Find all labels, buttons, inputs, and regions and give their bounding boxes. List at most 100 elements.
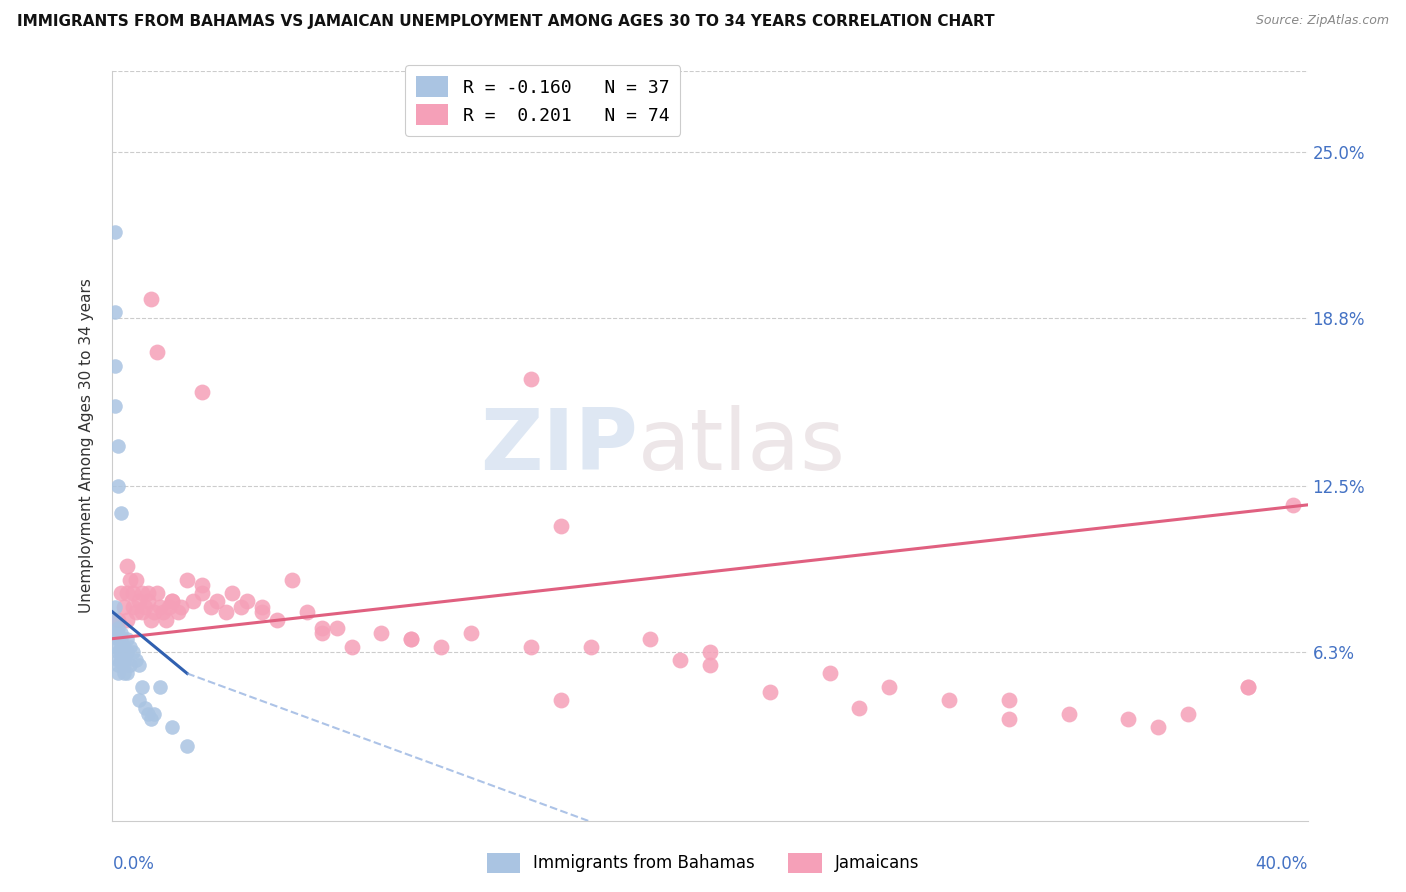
- Text: IMMIGRANTS FROM BAHAMAS VS JAMAICAN UNEMPLOYMENT AMONG AGES 30 TO 34 YEARS CORRE: IMMIGRANTS FROM BAHAMAS VS JAMAICAN UNEM…: [17, 14, 994, 29]
- Point: [131, 586, 153, 600]
- Point: [311, 626, 333, 640]
- Point: [401, 632, 423, 646]
- Point: [157, 599, 180, 614]
- Point: [640, 632, 662, 646]
- Point: [550, 519, 572, 533]
- Point: [325, 621, 347, 635]
- Text: Source: ZipAtlas.com: Source: ZipAtlas.com: [1256, 14, 1389, 28]
- Point: [998, 712, 1021, 726]
- Point: [229, 599, 252, 614]
- Point: [104, 399, 127, 413]
- Point: [149, 680, 172, 694]
- Point: [250, 605, 273, 619]
- Point: [120, 658, 142, 673]
- Point: [146, 586, 169, 600]
- Point: [117, 586, 139, 600]
- Point: [134, 701, 156, 715]
- Text: 0.0%: 0.0%: [112, 855, 155, 873]
- Point: [110, 506, 132, 520]
- Point: [107, 645, 129, 659]
- Point: [311, 621, 333, 635]
- Point: [110, 653, 132, 667]
- Point: [460, 626, 482, 640]
- Point: [1118, 712, 1140, 726]
- Point: [266, 613, 288, 627]
- Point: [1177, 706, 1199, 721]
- Point: [221, 586, 243, 600]
- Point: [200, 599, 222, 614]
- Point: [131, 605, 153, 619]
- Point: [107, 479, 129, 493]
- Text: atlas: atlas: [638, 404, 846, 488]
- Point: [114, 599, 135, 614]
- Point: [155, 613, 177, 627]
- Point: [110, 632, 132, 646]
- Point: [117, 613, 139, 627]
- Point: [120, 573, 142, 587]
- Point: [104, 305, 127, 319]
- Point: [114, 640, 135, 654]
- Point: [938, 693, 960, 707]
- Point: [699, 645, 721, 659]
- Point: [143, 706, 166, 721]
- Point: [114, 653, 135, 667]
- Point: [104, 599, 127, 614]
- Point: [191, 385, 214, 400]
- Point: [128, 693, 150, 707]
- Point: [107, 621, 129, 635]
- Point: [131, 680, 153, 694]
- Point: [122, 586, 145, 600]
- Point: [141, 292, 163, 306]
- Point: [146, 345, 169, 359]
- Point: [138, 706, 160, 721]
- Point: [141, 613, 163, 627]
- Point: [125, 605, 148, 619]
- Point: [107, 632, 129, 646]
- Point: [215, 605, 238, 619]
- Point: [167, 605, 190, 619]
- Point: [117, 632, 139, 646]
- Text: 40.0%: 40.0%: [1256, 855, 1308, 873]
- Point: [818, 666, 841, 681]
- Point: [122, 645, 145, 659]
- Point: [669, 653, 692, 667]
- Point: [125, 573, 148, 587]
- Point: [340, 640, 363, 654]
- Text: ZIP: ZIP: [481, 404, 638, 488]
- Point: [128, 594, 150, 608]
- Point: [110, 645, 132, 659]
- Point: [699, 658, 721, 673]
- Legend: R = -0.160   N = 37, R =  0.201   N = 74: R = -0.160 N = 37, R = 0.201 N = 74: [405, 65, 681, 136]
- Point: [107, 613, 129, 627]
- Point: [1281, 498, 1303, 512]
- Point: [149, 599, 172, 614]
- Point: [104, 640, 127, 654]
- Point: [110, 626, 132, 640]
- Point: [205, 594, 228, 608]
- Point: [250, 599, 273, 614]
- Point: [236, 594, 259, 608]
- Point: [134, 599, 156, 614]
- Point: [107, 653, 129, 667]
- Point: [1237, 680, 1260, 694]
- Point: [122, 599, 145, 614]
- Point: [107, 439, 129, 453]
- Point: [110, 640, 132, 654]
- Point: [162, 594, 183, 608]
- Point: [176, 573, 198, 587]
- Point: [181, 594, 204, 608]
- Point: [579, 640, 602, 654]
- Point: [114, 666, 135, 681]
- Point: [117, 559, 139, 574]
- Point: [141, 712, 163, 726]
- Point: [759, 685, 782, 699]
- Point: [104, 626, 127, 640]
- Point: [143, 605, 166, 619]
- Point: [125, 653, 148, 667]
- Legend: Immigrants from Bahamas, Jamaicans: Immigrants from Bahamas, Jamaicans: [479, 847, 927, 880]
- Point: [162, 720, 183, 734]
- Point: [1057, 706, 1080, 721]
- Point: [176, 739, 198, 753]
- Point: [104, 613, 127, 627]
- Point: [1237, 680, 1260, 694]
